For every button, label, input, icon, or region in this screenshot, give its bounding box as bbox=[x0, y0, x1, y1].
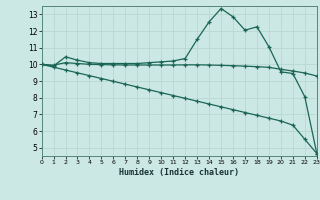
X-axis label: Humidex (Indice chaleur): Humidex (Indice chaleur) bbox=[119, 168, 239, 177]
